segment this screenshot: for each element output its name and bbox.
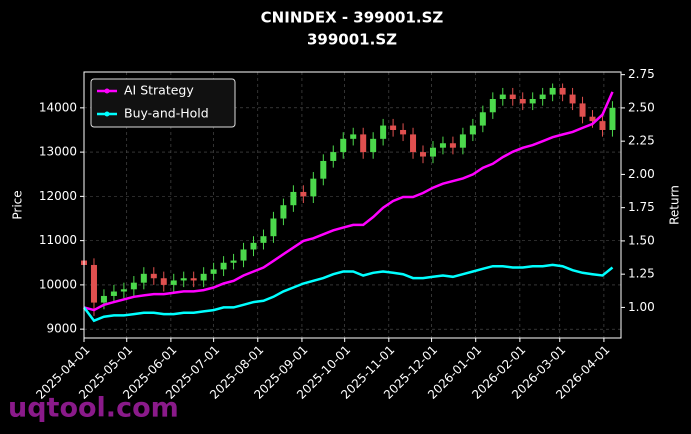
candle-body bbox=[509, 94, 516, 99]
candle-body bbox=[250, 242, 257, 250]
candle-body bbox=[410, 134, 417, 153]
y2-tick-label: 1.75 bbox=[628, 200, 655, 214]
chart-title: CNINDEX - 399001.SZ bbox=[261, 9, 444, 27]
candle-body bbox=[330, 152, 337, 161]
candle-body bbox=[360, 134, 367, 153]
candle-body bbox=[340, 138, 347, 153]
y2-tick-label: 2.50 bbox=[628, 100, 655, 114]
legend-box bbox=[90, 78, 236, 128]
candle-body bbox=[469, 125, 476, 135]
candle-body bbox=[320, 160, 327, 179]
y-tick-label: 13000 bbox=[39, 145, 77, 159]
candle-body bbox=[449, 143, 456, 148]
candle-body bbox=[300, 191, 307, 197]
y-tick-label: 11000 bbox=[39, 233, 77, 247]
y2-tick-label: 1.50 bbox=[628, 233, 655, 247]
candle-body bbox=[180, 278, 187, 281]
candle-body bbox=[310, 178, 317, 197]
return-line bbox=[83, 91, 614, 312]
candle-body bbox=[499, 94, 506, 99]
y-tick-label: 14000 bbox=[39, 100, 77, 114]
candle-body bbox=[200, 273, 207, 281]
y2-tick-label: 1.00 bbox=[628, 300, 655, 314]
candle-body bbox=[459, 134, 466, 148]
y2-tick-label: 2.75 bbox=[628, 67, 655, 81]
candle-body bbox=[539, 94, 546, 99]
legend-marker bbox=[104, 88, 110, 94]
plot-frame bbox=[83, 71, 622, 339]
candle-body bbox=[270, 218, 277, 237]
candle-body bbox=[190, 278, 197, 281]
y-tick-label: 12000 bbox=[39, 189, 77, 203]
candle-body bbox=[370, 138, 377, 153]
return-line bbox=[83, 263, 614, 323]
candle-body bbox=[210, 269, 217, 274]
candle-body bbox=[559, 87, 566, 95]
candle-body bbox=[150, 273, 157, 279]
candle-body bbox=[110, 291, 117, 296]
candle-body bbox=[260, 236, 267, 243]
candle-body bbox=[220, 262, 227, 270]
candle-body bbox=[170, 280, 177, 285]
candle-body bbox=[599, 121, 606, 130]
candle-body bbox=[140, 273, 147, 283]
candle-body bbox=[420, 152, 427, 157]
candle-body bbox=[280, 205, 287, 219]
candle-body bbox=[529, 98, 536, 104]
candle-body bbox=[579, 103, 586, 117]
candle-body bbox=[400, 129, 407, 135]
candle-body bbox=[90, 264, 97, 303]
legend-label: Buy-and-Hold bbox=[124, 106, 209, 121]
y-tick-label: 9000 bbox=[46, 322, 77, 336]
y2-tick-label: 2.00 bbox=[628, 167, 655, 181]
candle-body bbox=[519, 98, 526, 104]
candle-body bbox=[589, 116, 596, 122]
candle-body bbox=[130, 282, 137, 290]
candle-body bbox=[489, 98, 496, 113]
candle-body bbox=[479, 112, 486, 126]
chart-subtitle: 399001.SZ bbox=[307, 31, 397, 49]
candle-body bbox=[390, 125, 397, 130]
y2-tick-label: 1.25 bbox=[628, 267, 655, 281]
candle-body bbox=[569, 94, 576, 104]
candle-body bbox=[439, 143, 446, 148]
candle-body bbox=[380, 125, 387, 139]
y-axis-label: Price bbox=[11, 190, 25, 219]
candle-body bbox=[230, 260, 237, 263]
y-tick-label: 10000 bbox=[39, 277, 77, 291]
candle-body bbox=[240, 249, 247, 261]
y2-axis-label: Return bbox=[668, 185, 682, 225]
candle-body bbox=[160, 278, 167, 285]
candle-body bbox=[609, 107, 616, 130]
watermark: uqtool.com bbox=[8, 393, 179, 424]
candle-body bbox=[100, 295, 107, 303]
candle-body bbox=[350, 134, 357, 139]
candle-body bbox=[549, 87, 556, 95]
candle-body bbox=[290, 191, 297, 206]
candle-body bbox=[429, 147, 436, 157]
candle-body bbox=[120, 289, 127, 292]
legend-marker bbox=[104, 111, 110, 117]
legend-label: AI Strategy bbox=[124, 83, 194, 98]
y2-tick-label: 2.25 bbox=[628, 134, 655, 148]
